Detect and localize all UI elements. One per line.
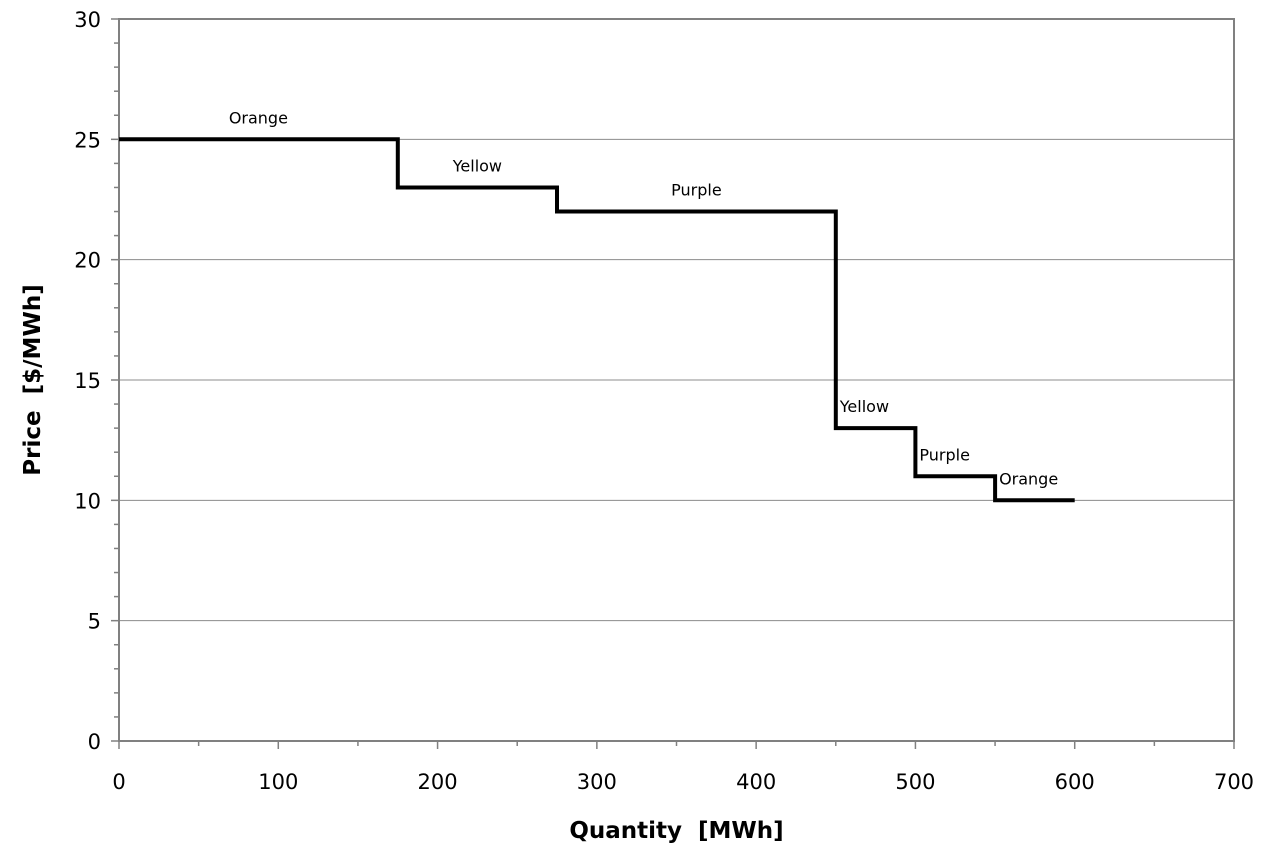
y-tick-label-25: 25: [74, 128, 101, 152]
y-tick-label-30: 30: [74, 8, 101, 32]
segment-label-4: Yellow: [839, 397, 889, 416]
x-tick-label-200: 200: [418, 770, 458, 794]
segment-label-1: Orange: [229, 108, 288, 127]
x-tick-label-600: 600: [1055, 770, 1095, 794]
y-axis-title: Price [$/MWh]: [20, 284, 46, 475]
y-tick-label-0: 0: [88, 730, 101, 754]
y-tick-label-10: 10: [74, 489, 101, 513]
y-tick-labels: 0 5 10 15 20 25 30: [74, 8, 101, 754]
segment-label-6: Orange: [999, 469, 1058, 488]
x-tick-label-400: 400: [736, 770, 776, 794]
x-tick-labels: 0 100 200 300 400 500 600 700: [112, 770, 1254, 794]
x-tick-label-300: 300: [577, 770, 617, 794]
x-tick-label-500: 500: [895, 770, 935, 794]
segment-labels: Orange Yellow Purple Yellow Purple Orange: [229, 108, 1058, 488]
segment-label-2: Yellow: [452, 156, 502, 175]
segment-label-5: Purple: [919, 445, 970, 464]
x-tick-label-0: 0: [112, 770, 125, 794]
price-step-line: [119, 137, 1075, 503]
y-tick-label-15: 15: [74, 369, 101, 393]
y-tick-label-5: 5: [88, 610, 101, 634]
x-tick-label-100: 100: [258, 770, 298, 794]
y-tick-label-20: 20: [74, 249, 101, 273]
x-tick-label-700: 700: [1214, 770, 1254, 794]
segment-label-3: Purple: [671, 181, 722, 200]
axis-ticks: [111, 18, 1235, 749]
x-axis-title: Quantity [MWh]: [569, 818, 783, 843]
